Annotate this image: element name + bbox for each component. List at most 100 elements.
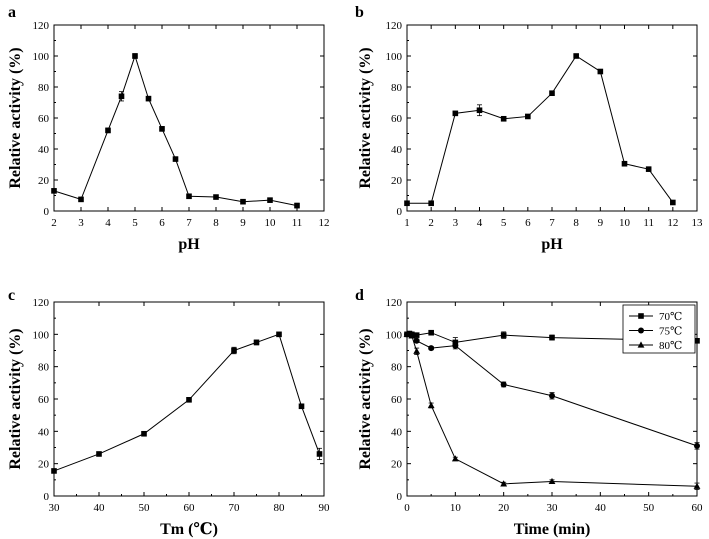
panel-c-series-1-point (253, 339, 260, 346)
panel-c-y-axis-title: Relative activity (%) (7, 328, 24, 469)
panel-a-y-tick-label: 40 (38, 144, 50, 156)
panel-d-legend: 70℃ 75℃ 80℃ (622, 304, 696, 354)
panel-a-x-tick-label: 11 (292, 217, 303, 229)
panel-a-y-tick-label: 0 (44, 206, 50, 218)
panel-a-axes-frame (53, 24, 325, 212)
panel-a-series-1 (51, 53, 300, 209)
panel-c-series-1-point (186, 397, 192, 403)
panel-c: c 30 40 50 60 70 80 90 0 20 40 60 80 100 120 Tm (℃) Rela… (7, 287, 330, 538)
panel-b-y-tick-label: 100 (386, 51, 403, 63)
panel-d-legend-marker (637, 341, 645, 348)
panel-b-x-axis-title: pH (541, 236, 563, 253)
panel-d-x-tick-label: 40 (595, 502, 607, 514)
panel-a-series-1-point (145, 95, 152, 102)
panel-c-y-tick-label: 40 (38, 426, 50, 438)
panel-d-y-axis-title: Relative activity (%) (357, 328, 374, 469)
panel-d-y-tick-label: 0 (397, 491, 403, 503)
panel-a-x-tick-label: 4 (105, 217, 111, 229)
panel-d-series-3-point (693, 482, 701, 489)
panel-c-series-1-point (51, 468, 57, 474)
panel-d-y-tick-label: 120 (386, 297, 403, 309)
panel-c-series-1-point (298, 403, 305, 410)
panel-d-series-3-point (413, 347, 421, 354)
panel-c-y-tick-label: 120 (33, 297, 50, 309)
panel-d-y-tick-label: 40 (391, 426, 403, 438)
panel-b-x-tick-label: 6 (525, 217, 531, 229)
panel-d-letter: d (355, 287, 364, 304)
panel-d-legend-marker (638, 327, 644, 334)
panel-a-y-tick-label: 60 (38, 113, 50, 125)
panel-a-series-1-point (159, 126, 165, 132)
panel-c-x-tick-label: 30 (49, 502, 61, 514)
panel-c-letter: c (8, 287, 15, 304)
panel-a-x-tick-label: 5 (132, 217, 138, 229)
panel-a-y-tick-label: 120 (33, 20, 50, 32)
panel-d-y-tick-label: 20 (391, 459, 403, 471)
panel-a-x-tick-label: 8 (213, 217, 219, 229)
panel-b-series-1-point (597, 68, 604, 75)
panel-a-series-1-point (105, 127, 111, 134)
panel-a-series-1-line (53, 54, 298, 207)
panel-d-series-1-point (500, 332, 507, 338)
panel-a-x-tick-label: 9 (240, 217, 246, 229)
panel-b-y-tick-label: 40 (391, 144, 403, 156)
panel-a-x-tick-label: 3 (78, 217, 84, 229)
panel-a-y-tick-label: 20 (38, 175, 50, 187)
panel-a-y-tick-label: 80 (38, 82, 50, 94)
panel-a-x-tick-label: 7 (186, 217, 192, 229)
panel-b-y-tick-label: 0 (397, 206, 403, 218)
panel-b-x-tick-label: 4 (477, 217, 483, 229)
panel-c-x-tick-label: 50 (139, 502, 151, 514)
panel-b-x-tick-label: 2 (428, 217, 434, 229)
panel-a-series-1-point (186, 193, 192, 200)
panel-d-series-2-point (428, 345, 435, 352)
panel-b-x-tick-label: 7 (549, 217, 555, 229)
panel-b-x-tick-label: 12 (667, 217, 678, 229)
panel-c-series-1-line (53, 333, 320, 472)
panel-b-y-tick-label: 60 (391, 113, 403, 125)
panel-b-x-tick-label: 9 (598, 217, 604, 229)
panel-d-series-3-point (500, 480, 508, 487)
panel-c-x-axis-title: Tm (℃) (160, 521, 218, 538)
panel-a-letter: a (8, 4, 16, 21)
panel-c-y-tick-label: 60 (38, 394, 50, 406)
panel-d-series-3-line (407, 333, 698, 487)
panel-c-series-1-point (231, 347, 237, 354)
panel-d-series-1-point (694, 338, 700, 344)
panel-b-y-tick-label: 80 (391, 82, 403, 94)
panel-b-y-tick-label: 20 (391, 175, 403, 187)
panel-d-series-2-point (452, 342, 459, 349)
panel-b-series-1-point (549, 90, 555, 96)
panel-d-legend-label: 80℃ (659, 340, 682, 352)
panel-d-x-tick-label: 60 (692, 502, 704, 514)
panel-d-legend-marker (638, 313, 644, 319)
panel-d-x-tick-label: 0 (404, 502, 410, 514)
panel-d-series-2-point (549, 392, 555, 399)
panel-b-letter: b (355, 4, 364, 21)
panel-c-series-1-point (316, 451, 323, 457)
panel-d-y-tick-label: 60 (391, 394, 403, 406)
panel-b-x-tick-label: 11 (643, 217, 654, 229)
panel-c-y-tick-label: 20 (38, 459, 50, 471)
panel-d-series-2-point (413, 337, 420, 344)
panel-b-series-1-point (476, 107, 483, 114)
panel-d-series-1-point (549, 334, 555, 341)
panel-d-x-tick-label: 10 (450, 502, 462, 514)
panel-a-series-1-point (267, 197, 273, 203)
panel-c-y-tick-label: 0 (44, 491, 50, 503)
panel-a-x-tick-label: 6 (159, 217, 165, 229)
panel-b-x-tick-label: 1 (404, 217, 410, 229)
panel-b-x-tick-label: 8 (573, 217, 579, 229)
panel-b-series-1-point (573, 53, 579, 59)
panel-c-x-tick-label: 70 (229, 502, 241, 514)
panel-d-x-tick-label: 50 (643, 502, 655, 514)
panel-a-series-1-point (51, 188, 57, 194)
panel-a-x-axis-title: pH (178, 236, 200, 253)
panel-b-y-axis-title: Relative activity (%) (357, 47, 374, 188)
panel-a-series-1-point (213, 194, 219, 200)
panel-d-y-tick-label: 80 (391, 362, 403, 374)
panel-a-x-tick-label: 10 (265, 217, 277, 229)
panel-d-y-tick-label: 100 (386, 329, 403, 341)
